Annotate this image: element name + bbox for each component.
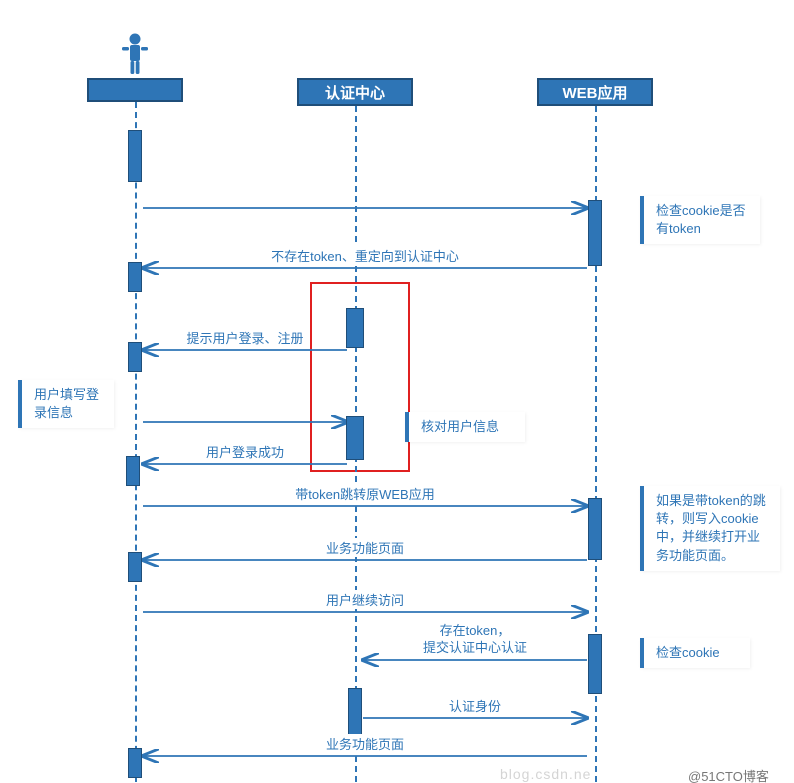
activation-user-6 (126, 456, 140, 486)
watermark-csdn: blog.csdn.ne (500, 766, 591, 782)
note-4: 检查cookie (640, 638, 750, 668)
note-0: 检查cookie是否有token (640, 196, 760, 244)
message-label-2: 提示用户登录、注册 (184, 328, 305, 347)
activation-web-1 (588, 200, 602, 266)
activation-user-4 (128, 342, 142, 372)
lifeline-user (135, 102, 137, 782)
message-label-6: 业务功能页面 (324, 538, 406, 557)
activation-user-0 (128, 130, 142, 182)
message-label-5: 带token跳转原WEB应用 (293, 484, 436, 503)
activation-web-7 (588, 498, 602, 560)
note-3: 如果是带token的跳转，则写入cookie中，并继续打开业务功能页面。 (640, 486, 780, 571)
activation-user-11 (128, 748, 142, 778)
message-label-7: 用户继续访问 (324, 590, 406, 609)
lane-header-user (87, 78, 183, 102)
message-label-4: 用户登录成功 (204, 442, 286, 461)
message-label-8: 存在token，提交认证中心认证 (421, 623, 529, 657)
lane-header-auth: 认证中心 (297, 78, 413, 106)
note-1: 用户填写登录信息 (18, 380, 114, 428)
message-label-9: 认证身份 (447, 696, 503, 715)
watermark-51cto: @51CTO博客 (688, 766, 769, 783)
activation-user-8 (128, 552, 142, 582)
sequence-diagram: blog.csdn.ne @51CTO博客 认证中心 WEB应用不存在token、… (0, 0, 794, 783)
lane-header-web: WEB应用 (537, 78, 653, 106)
activation-web-9 (588, 634, 602, 694)
message-label-1: 不存在token、重定向到认证中心 (269, 246, 461, 265)
activation-user-2 (128, 262, 142, 292)
activation-auth-5 (346, 416, 364, 460)
message-label-10: 业务功能页面 (324, 734, 406, 753)
note-2: 核对用户信息 (405, 412, 525, 442)
activation-auth-3 (346, 308, 364, 348)
